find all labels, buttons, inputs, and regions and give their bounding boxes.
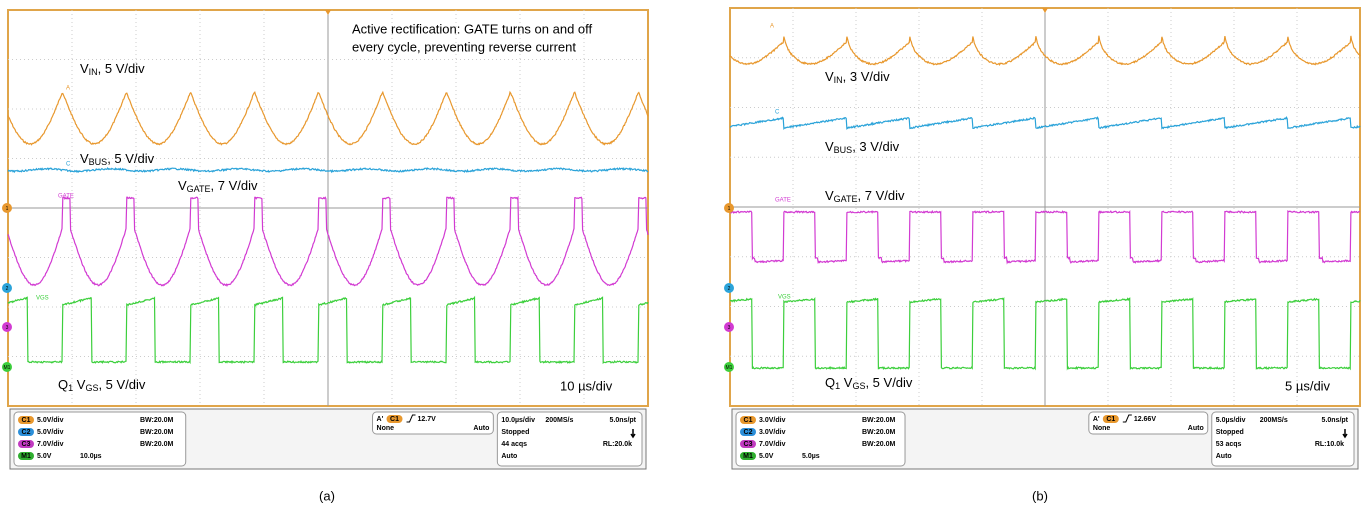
trigger-ref: A' [1093, 416, 1100, 423]
channel-scale: 7.0V/div [759, 441, 786, 448]
channel-marker-label: 1 [6, 206, 9, 212]
label-text: Q [58, 377, 68, 392]
acq-state: Stopped [1216, 429, 1244, 436]
trigger-level: 12.66V [1134, 416, 1157, 423]
label-text: , 5 V/div [865, 375, 912, 390]
caption: (a) [319, 488, 335, 503]
trigger-source: C1 [390, 416, 399, 423]
label-text: , 7 V/div [211, 178, 258, 193]
subscript: BUS [89, 157, 108, 167]
acq-mode: Auto [501, 453, 517, 460]
channel-extra: BW:20.0M [862, 429, 895, 436]
channel-extra: BW:20.0M [140, 417, 173, 424]
label-text: , 3 V/div [852, 139, 899, 154]
annotation: every cycle, preventing reverse current [352, 39, 576, 54]
label-text: V [73, 377, 86, 392]
label-text: , 5 V/div [98, 377, 145, 392]
label-text: , 3 V/div [843, 69, 890, 84]
channel-scale: 5.0V/div [37, 429, 64, 436]
label-text: , 5 V/div [98, 61, 145, 76]
channel-marker-label: M1 [726, 365, 733, 371]
channel-badge-label: C3 [22, 441, 31, 448]
acq-rate: 5.0µs/div [1216, 417, 1246, 424]
channel-badge-label: M1 [743, 453, 753, 460]
label-text: V [840, 375, 853, 390]
channel-marker-label: 2 [728, 286, 731, 292]
channel-badge-label: C3 [744, 441, 753, 448]
acq-mode: Auto [1216, 453, 1232, 460]
trace-tag: GATE [775, 198, 791, 204]
channel-extra: BW:20.0M [862, 417, 895, 424]
acq-rl: RL:20.0k [603, 441, 632, 448]
subscript: IN [834, 75, 843, 85]
acq-state: Stopped [501, 429, 529, 436]
trace-tag: GATE [58, 194, 74, 200]
trigger-mode: Auto [1188, 425, 1204, 432]
caption: (b) [1032, 488, 1048, 503]
channel-marker-label: M1 [4, 365, 11, 371]
channel-extra: BW:20.0M [140, 429, 173, 436]
channel-badge-label: M1 [21, 453, 31, 460]
label-text: , 7 V/div [858, 188, 905, 203]
subscript: GS [852, 381, 865, 391]
acq-count: 53 acqs [1216, 441, 1242, 448]
channel-extra: BW:20.0M [140, 441, 173, 448]
figure: AVIN, 5 V/divCVBUS, 5 V/divGATEVGATE, 7 … [0, 0, 1364, 508]
channel-badge-label: C2 [744, 429, 753, 436]
channel-badge-label: C1 [744, 417, 753, 424]
channel-extra: 10.0µs [80, 453, 102, 460]
trace-tag: C [775, 110, 780, 116]
acq-count: 44 acqs [501, 441, 527, 448]
trace-tag: VGS [36, 296, 49, 302]
trigger-source: C1 [1106, 416, 1115, 423]
label-text: V [80, 151, 89, 166]
channel-marker-label: 3 [728, 325, 731, 331]
channel-scale: 7.0V/div [37, 441, 64, 448]
channel-scale: 5.0V [37, 453, 52, 460]
trigger-level: 12.7V [418, 416, 437, 423]
trace-tag: C [66, 162, 71, 168]
acq-res: 5.0ns/pt [610, 417, 637, 424]
channel-marker-label: 1 [728, 206, 731, 212]
channel-extra: 5.0µs [802, 453, 820, 460]
annotation: Active rectification: GATE turns on and … [352, 21, 593, 36]
trace-tag: VGS [778, 295, 791, 301]
timebase: 5 µs/div [1285, 378, 1331, 393]
trigger-mode: Auto [473, 425, 489, 432]
subscript: GS [85, 383, 98, 393]
channel-badge-label: C1 [22, 417, 31, 424]
subscript: IN [89, 67, 98, 77]
channel-scale: 5.0V [759, 453, 774, 460]
trigger-coupling: None [377, 425, 395, 432]
timebase: 10 µs/div [560, 378, 613, 393]
acq-res: 5.0ns/pt [1322, 417, 1349, 424]
trace-tag: A [66, 86, 70, 92]
trigger-ref: A' [377, 416, 384, 423]
label-text: V [80, 61, 89, 76]
acq-rate: 10.0µs/div [501, 417, 535, 424]
channel-badge-label: C2 [22, 429, 31, 436]
label-text: , 5 V/div [107, 151, 154, 166]
label-text: V [825, 188, 834, 203]
label-text: V [825, 139, 834, 154]
channel-scale: 3.0V/div [759, 429, 786, 436]
acq-rl: RL:10.0k [1315, 441, 1344, 448]
channel-marker-label: 2 [6, 286, 9, 292]
label-text: Q [825, 375, 835, 390]
subscript: GATE [834, 194, 858, 204]
channel-scale: 5.0V/div [37, 417, 64, 424]
channel-extra: BW:20.0M [862, 441, 895, 448]
acq-samp: 200MS/s [1260, 417, 1288, 424]
trace-tag: A [770, 24, 774, 30]
channel-scale: 3.0V/div [759, 417, 786, 424]
subscript: GATE [187, 184, 211, 194]
acq-samp: 200MS/s [545, 417, 573, 424]
label-text: V [178, 178, 187, 193]
trigger-coupling: None [1093, 425, 1111, 432]
subscript: BUS [834, 145, 853, 155]
label-text: V [825, 69, 834, 84]
channel-marker-label: 3 [6, 325, 9, 331]
